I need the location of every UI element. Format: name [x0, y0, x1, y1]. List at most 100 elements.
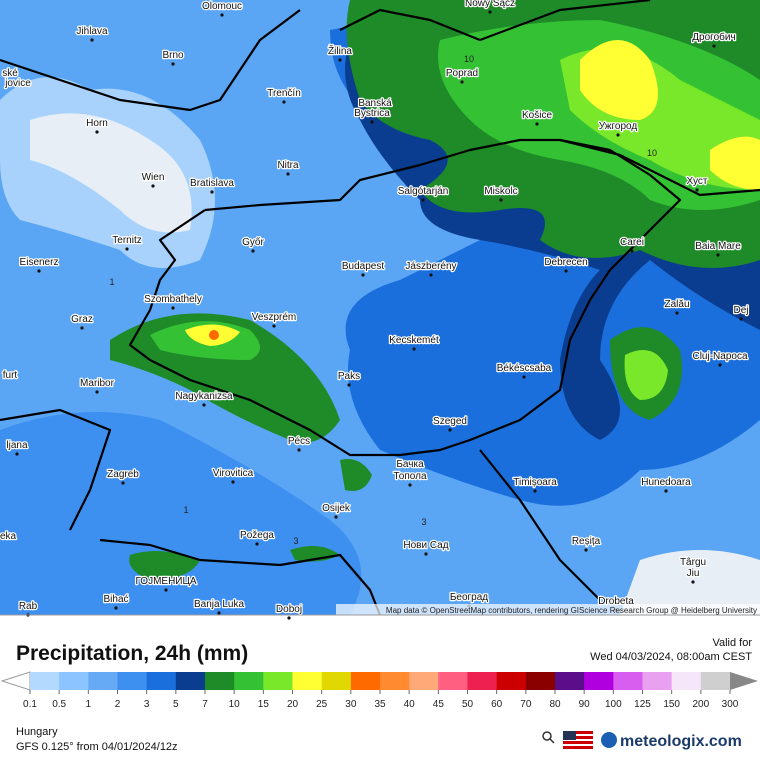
place-dot: [412, 347, 416, 351]
place-dot: [272, 324, 276, 328]
place-dot: [95, 130, 99, 134]
place-dot: [522, 375, 526, 379]
legend-label: 70: [520, 699, 532, 710]
place-dot: [95, 390, 99, 394]
legend-label: 15: [258, 699, 270, 710]
place-label: Trenčín: [267, 88, 301, 99]
place-label: Hunedoara: [641, 477, 691, 488]
place-dot: [370, 120, 374, 124]
place-label: Bratislava: [190, 178, 234, 189]
place-label: Doboj: [276, 604, 302, 615]
legend-swatch: [175, 672, 206, 690]
place-label: Budapest: [342, 261, 384, 272]
place-label: Graz: [71, 314, 93, 325]
place-dot: [334, 515, 338, 519]
place-dot: [460, 80, 464, 84]
place-dot: [121, 481, 125, 485]
place-label: Kecskemét: [389, 335, 439, 346]
legend-label: 40: [404, 699, 416, 710]
place-label: Târgu: [680, 557, 706, 568]
legend-label: 50: [462, 699, 474, 710]
place-label: Osijek: [322, 503, 351, 514]
legend-label: 300: [722, 699, 739, 710]
legend-swatch: [321, 672, 352, 690]
legend-swatch: [350, 672, 381, 690]
legend-swatch: [613, 672, 643, 690]
place-label: Pécs: [288, 436, 310, 447]
legend-swatch: [234, 672, 264, 690]
valid-label: Valid for: [712, 637, 752, 649]
place-label: Jászberény: [405, 261, 456, 272]
legend-label: 10: [229, 699, 241, 710]
place-dot: [37, 269, 41, 273]
place-dot: [338, 58, 342, 62]
place-label: Zalău: [664, 299, 689, 310]
place-dot: [424, 552, 428, 556]
legend-label: 7: [202, 699, 208, 710]
legend-swatch: [467, 672, 498, 690]
place-label: Horn: [86, 118, 108, 129]
legend-label: 5: [173, 699, 179, 710]
place-dot: [231, 480, 235, 484]
legend-label: 80: [549, 699, 561, 710]
legend-swatch: [671, 672, 702, 690]
legend-label: 30: [345, 699, 357, 710]
region: Hungary: [16, 726, 58, 738]
legend-label: 45: [433, 699, 445, 710]
place-label: Miskolc: [484, 186, 517, 197]
place-dot: [533, 489, 537, 493]
legend-swatch: [205, 672, 235, 690]
place-label: Дрогобич: [692, 31, 735, 43]
place-dot: [171, 62, 175, 66]
place-dot: [251, 249, 255, 253]
place-label: Banská: [358, 98, 392, 109]
place-dot: [691, 580, 695, 584]
legend-swatch: [292, 672, 323, 690]
place-label: eka: [0, 531, 16, 542]
legend-label: 125: [634, 699, 651, 710]
place-label: Békéscsaba: [497, 363, 552, 374]
map: Olomouc Nowy Sącz Jihlava Brno Žilina Poprad Д…: [0, 0, 760, 620]
place-dot: [125, 247, 129, 251]
contour-label: 1: [109, 277, 114, 287]
attribution: Map data © OpenStreetMap contributors, r…: [386, 606, 757, 615]
place-dot: [675, 311, 679, 315]
place-label: Бачка: [396, 459, 424, 470]
legend-swatch: [59, 672, 89, 690]
place-label: Győr: [242, 237, 264, 248]
place-label: Ужгород: [599, 121, 638, 132]
place-dot: [448, 428, 452, 432]
place-dot: [630, 249, 634, 253]
brand[interactable]: meteologix.com: [620, 733, 742, 750]
legend-swatch: [30, 672, 60, 690]
place-dot: [287, 616, 291, 620]
legend-label: 3: [144, 699, 150, 710]
place-label: Košice: [522, 110, 552, 121]
place-dot: [297, 448, 301, 452]
place-dot: [286, 172, 290, 176]
place-label: Ternitz: [112, 235, 141, 246]
legend-swatch: [88, 672, 118, 690]
place-label: Brno: [162, 50, 184, 61]
place-dot: [90, 38, 94, 42]
place-label: Wien: [142, 172, 165, 183]
place-dot: [429, 273, 433, 277]
place-dot: [347, 383, 351, 387]
valid-time: Wed 04/03/2024, 08:00am CEST: [590, 651, 752, 663]
place-label: Szombathely: [144, 294, 202, 305]
legend-label: 100: [605, 699, 622, 710]
place-label: Salgótarján: [398, 186, 449, 197]
place-dot: [535, 122, 539, 126]
place-dot: [499, 198, 503, 202]
place-label: Bihać: [103, 594, 128, 605]
place-dot: [15, 452, 19, 456]
contour-label: 10: [647, 148, 657, 158]
place-dot: [217, 611, 221, 615]
place-label: Топола: [393, 471, 426, 482]
legend-above: [730, 672, 758, 690]
place-dot: [114, 606, 118, 610]
legend-label: 25: [316, 699, 328, 710]
place-dot: [210, 190, 214, 194]
place-label: Banja Luka: [194, 599, 244, 610]
